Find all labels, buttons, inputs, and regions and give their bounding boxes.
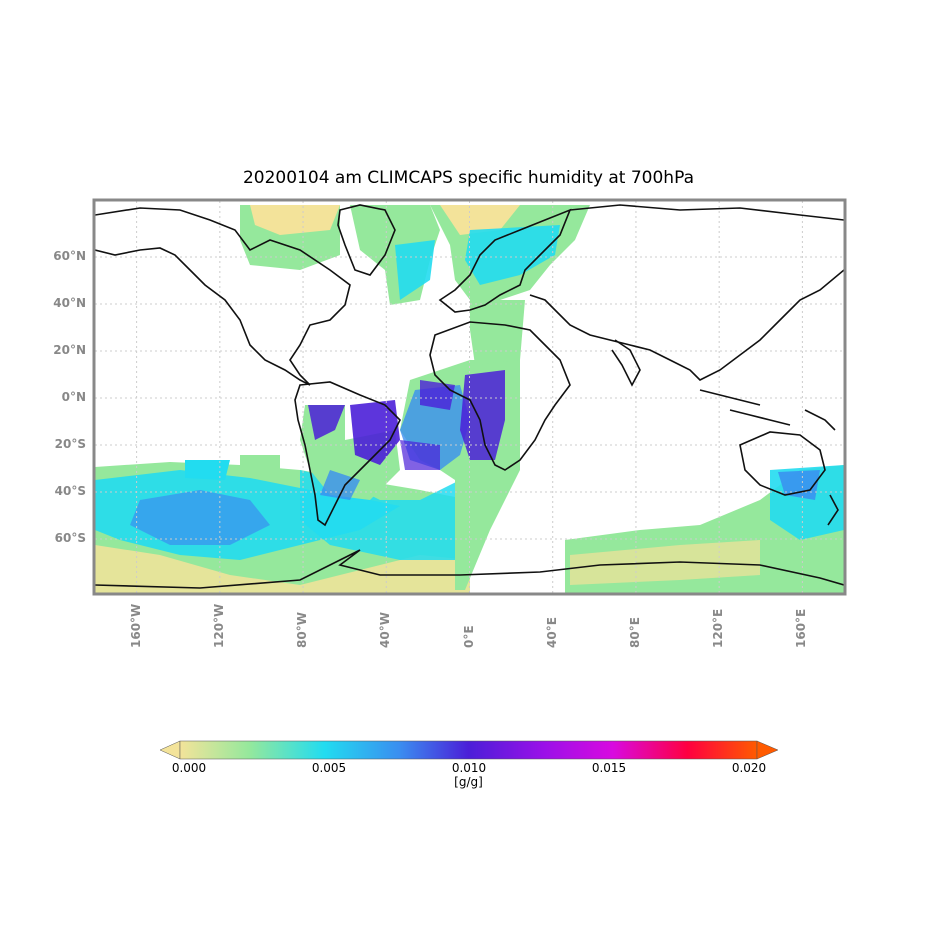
lat-tick-label: 60°S	[54, 531, 86, 545]
lon-tick-label: 40°W	[378, 612, 393, 648]
lat-tick-label: 40°S	[54, 484, 86, 498]
lat-tick-label: 20°S	[54, 437, 86, 451]
lon-tick-label: 40°E	[544, 617, 559, 648]
lon-tick-label: 160°W	[128, 603, 143, 648]
lon-tick-label: 0°E	[461, 625, 476, 648]
lat-tick-label: 20°N	[53, 343, 86, 357]
colorbar-tick-label: 0.005	[311, 761, 347, 775]
colorbar-tick-label: 0.010	[451, 761, 487, 775]
map-title: 20200104 am CLIMCAPS specific humidity a…	[242, 168, 694, 188]
lon-tick-label: 120°E	[711, 608, 726, 648]
colorbar-tick-label: 0.020	[731, 761, 767, 775]
colorbar	[159, 740, 779, 760]
map-gridlines	[95, 201, 844, 593]
lon-tick-label: 160°E	[794, 608, 809, 648]
map-frame	[92, 198, 847, 596]
lat-tick-label: 0°N	[61, 390, 86, 404]
lat-tick-label: 40°N	[53, 296, 86, 310]
colorbar-units: [g/g]	[454, 775, 483, 789]
lon-tick-label: 120°W	[211, 603, 226, 648]
lon-tick-label: 80°W	[295, 612, 310, 648]
lat-tick-label: 60°N	[53, 249, 86, 263]
humidity-field	[95, 205, 844, 593]
colorbar-tick-label: 0.015	[591, 761, 627, 775]
colorbar-tick-label: 0.000	[171, 761, 207, 775]
lon-tick-label: 80°E	[627, 617, 642, 648]
coastlines	[95, 204, 844, 589]
